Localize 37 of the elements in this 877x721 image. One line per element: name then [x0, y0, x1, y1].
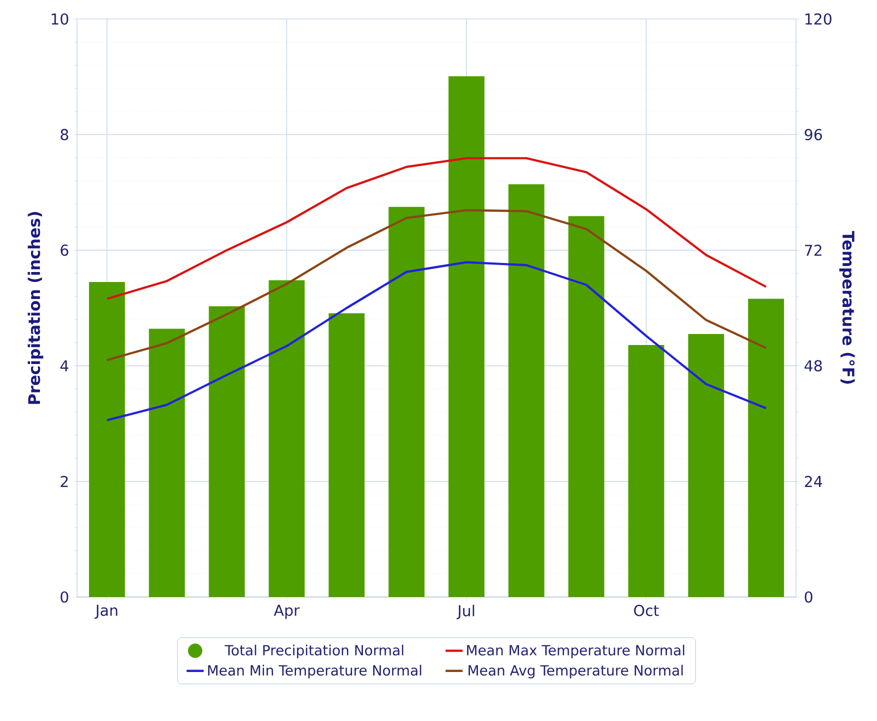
y2-tick-label: 120: [805, 13, 832, 25]
x-tick-label: Apr: [274, 604, 300, 619]
legend-label: Mean Min Temperature Normal: [208, 664, 422, 678]
y2-axis-title: Temperature (°F): [839, 230, 855, 384]
bar: [508, 184, 544, 597]
y-tick-label: 6: [60, 244, 68, 256]
bar: [328, 313, 365, 597]
bar: [448, 76, 484, 597]
x-tick-label: Jan: [94, 604, 118, 619]
x-tick-label: Oct: [634, 604, 659, 616]
legend-label: Total Precipitation Normal: [224, 644, 404, 658]
y2-tick-label: 48: [804, 360, 822, 372]
y-tick-label: 4: [60, 360, 68, 372]
bar: [568, 216, 604, 597]
bar: [388, 206, 425, 597]
bar: [208, 306, 245, 597]
y-tick-label: 2: [60, 476, 68, 487]
line-series: [106, 157, 768, 300]
y2-tick-label: 0: [804, 591, 812, 603]
bar: [88, 282, 125, 597]
line-series: [106, 261, 768, 422]
bar: [628, 344, 664, 597]
y-tick-label: 8: [60, 128, 68, 140]
y2-tick-label: 72: [805, 244, 822, 256]
legend-label: Mean Avg Temperature Normal: [468, 664, 683, 678]
bar: [148, 328, 185, 597]
y2-tick-label: 96: [804, 128, 822, 140]
y2-tick-label: 24: [804, 476, 822, 487]
bar: [268, 280, 305, 597]
x-tick-label: Jul: [456, 604, 474, 620]
line-series: [106, 209, 768, 362]
y-tick-label: 10: [52, 13, 68, 25]
y-axis-title: Precipitation (inches): [28, 212, 44, 404]
y-tick-label: 0: [60, 591, 68, 603]
legend-label: Mean Max Temperature Normal: [467, 644, 684, 658]
bar: [748, 298, 784, 597]
bar: [688, 334, 724, 597]
